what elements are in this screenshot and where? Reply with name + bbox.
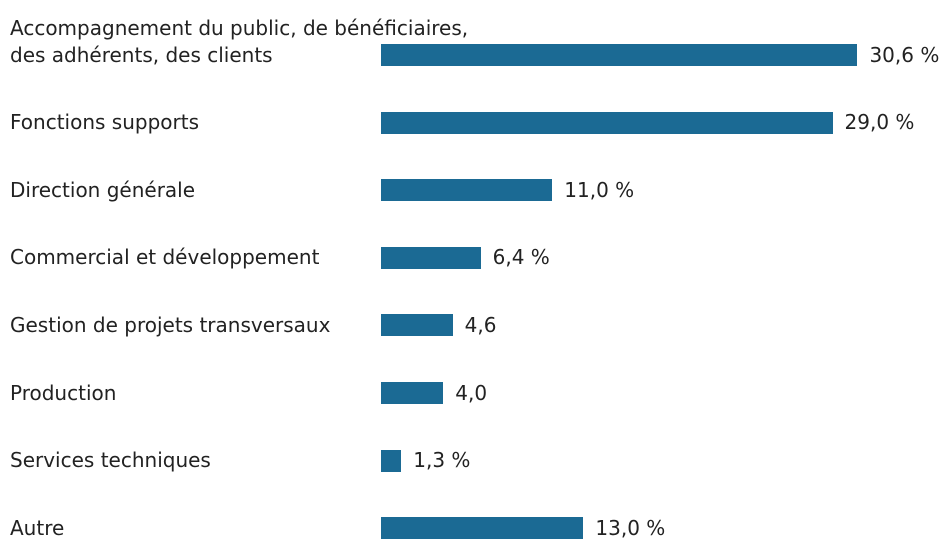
category-label: Autre bbox=[10, 515, 65, 540]
value-label: 4,0 bbox=[455, 380, 488, 405]
value-label: 30,6 % bbox=[869, 42, 940, 67]
category-label: Production bbox=[10, 380, 117, 405]
bar bbox=[381, 246, 481, 269]
category-label: Services techniques bbox=[10, 448, 211, 473]
value-label: 6,4 % bbox=[492, 245, 550, 270]
category-label: Gestion de projets transversaux bbox=[10, 312, 331, 337]
category-label: Direction générale bbox=[10, 177, 196, 202]
category-label: Commercial et développement bbox=[10, 245, 320, 270]
category-label: Accompagnement du public, de bénéficiair… bbox=[10, 15, 469, 67]
bar bbox=[381, 314, 453, 337]
value-label: 1,3 % bbox=[413, 448, 471, 473]
value-label: 4,6 bbox=[464, 312, 497, 337]
bar bbox=[381, 44, 858, 66]
bar bbox=[381, 111, 833, 134]
category-label: Fonctions supports bbox=[10, 110, 199, 135]
value-label: 13,0 % bbox=[595, 515, 666, 540]
bar bbox=[381, 179, 553, 202]
bar bbox=[381, 449, 402, 472]
value-label: 29,0 % bbox=[844, 110, 915, 135]
bar bbox=[381, 517, 584, 540]
bar bbox=[381, 382, 444, 404]
value-label: 11,0 % bbox=[564, 177, 635, 202]
